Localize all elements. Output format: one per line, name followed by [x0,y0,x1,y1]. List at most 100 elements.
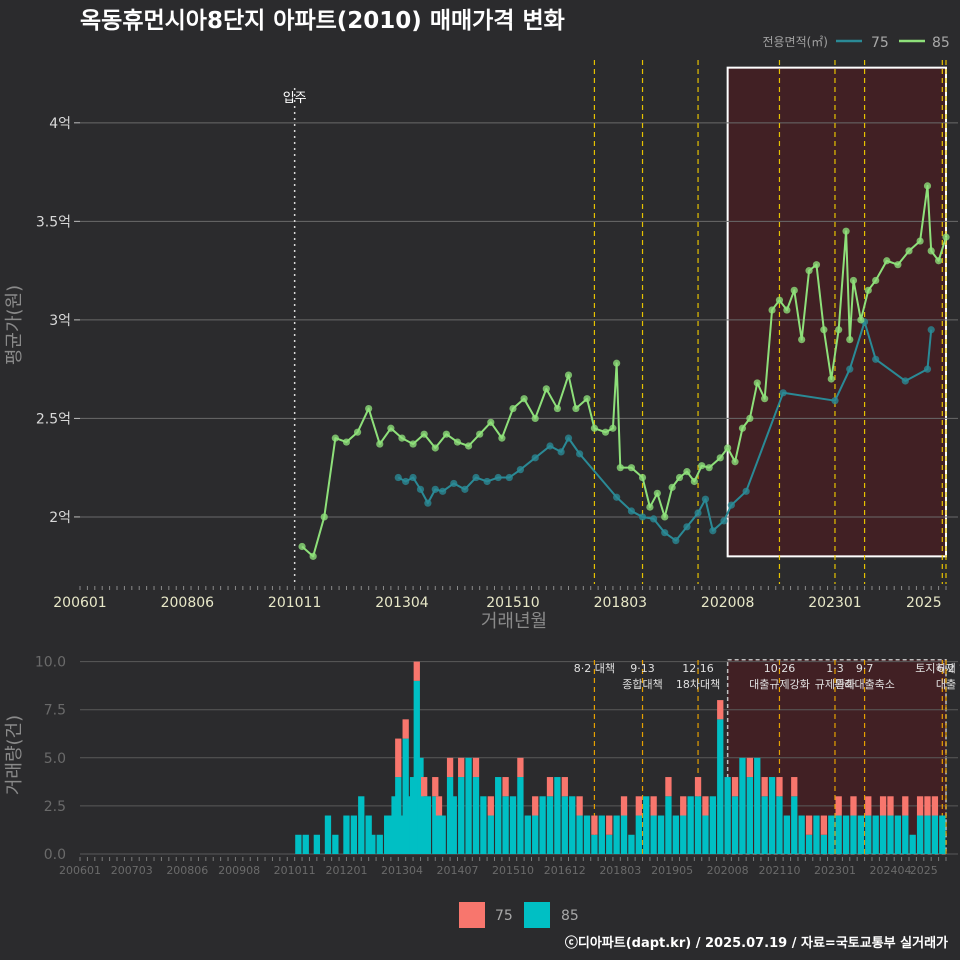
volume-bar-75 [761,777,768,797]
price-point-75 [927,326,935,334]
volume-x-tick-label-3: 200908 [218,864,260,877]
policy-annotation-3-1: 대출규제강화 [749,678,810,691]
volume-x-tick-label-2: 200806 [166,864,208,877]
price-point-85 [675,473,684,482]
volume-x-tick-label-11: 201905 [651,864,693,877]
price-point-75 [672,536,680,545]
price-point-85 [724,444,732,452]
volume-bar-85 [524,815,531,854]
volume-bar-75 [395,738,402,778]
price-point-85 [564,371,573,379]
volume-bar-85 [805,834,813,854]
price-point-85 [705,464,713,472]
price-highlight-region [726,66,948,558]
volume-bar-85 [480,796,487,854]
volume-bar-85 [417,757,424,854]
volume-y-tick-label-0: 0.0 [44,847,66,863]
volume-bar-85 [694,796,702,854]
volume-bar-75 [850,796,857,816]
volume-bar-85 [783,815,791,854]
price-point-85 [761,395,769,403]
volume-bar-85 [672,815,679,854]
volume-x-tick-label-10: 201803 [599,864,641,877]
volume-bar-85 [798,815,805,854]
price-point-85 [387,424,395,432]
price-point-75 [416,485,425,493]
price-y-tick-label-1: 2.5억 [36,411,71,427]
price-point-85 [934,257,943,265]
price-x-tick-label-8: 2025 [906,595,942,611]
price-point-75 [613,493,621,501]
volume-bar-75 [606,815,613,835]
price-point-85 [746,414,754,423]
volume-bar-75 [865,796,872,816]
volume-y-axis-label: 거래량(건) [4,715,25,795]
price-point-75 [901,377,909,385]
volume-bar-85 [313,834,321,854]
volume-bar-75 [472,757,480,778]
volume-bar-85 [746,777,754,854]
bottom-legend: 75 85 [459,902,579,928]
price-point-85 [409,440,417,448]
policy-annotation-3-0: 10·26 [764,662,796,675]
price-point-75 [638,513,647,521]
price-x-tick-label-5: 201803 [594,595,647,611]
volume-bar-75 [879,796,887,816]
volume-bar-85 [487,815,494,854]
volume-bar-85 [865,815,872,854]
volume-bar-85 [391,796,398,854]
volume-bar-75 [502,777,509,797]
volume-bar-85 [702,815,709,854]
price-point-85 [668,483,676,491]
volume-bar-85 [502,796,509,854]
price-point-85 [542,385,550,393]
volume-bar-75 [731,777,739,797]
price-point-85 [376,440,384,448]
volume-x-tick-label-15: 202404 [869,864,911,877]
volume-bar-75 [887,796,894,816]
volume-bar-85 [302,834,309,854]
price-point-85 [613,359,621,367]
price-point-85 [464,442,473,450]
volume-bar-75 [576,796,583,816]
volume-bar-75 [902,796,909,816]
volume-bar-85 [413,680,420,854]
price-point-85 [683,468,691,476]
price-y-tick-label-2: 3억 [49,313,71,329]
price-x-tick-label-3: 201304 [375,595,429,611]
volume-x-tick-label-13: 202110 [758,864,800,877]
volume-bar-85 [332,834,339,854]
price-point-75 [546,442,554,450]
price-point-85 [661,513,669,521]
price-point-75 [516,466,525,474]
volume-bar-75 [487,796,494,816]
price-point-85 [846,335,854,344]
top-legend: 전용면적(㎡) 75 85 [762,35,949,51]
price-point-85 [653,489,661,497]
price-point-85 [716,454,724,462]
volume-bar-85 [387,815,395,854]
volume-bar-75 [432,777,439,797]
volume-x-tick-label-16: 2025 [910,864,938,877]
volume-bar-85 [687,796,694,854]
volume-x-tick-label-12: 202008 [707,864,749,877]
price-x-tick-label-4: 201510 [486,595,539,611]
price-point-75 [742,487,750,495]
volume-bar-75 [680,796,687,816]
price-point-75 [701,495,710,503]
price-point-85 [572,404,580,413]
volume-bar-85 [295,834,302,854]
volume-bar-85 [509,796,517,854]
price-point-85 [453,438,462,446]
volume-bar-85 [369,834,376,854]
volume-bar-85 [635,815,642,854]
policy-annotation-1-1: 종합대책 [622,678,662,691]
price-point-85 [864,286,872,294]
price-point-75 [394,473,402,482]
policy-annotation-7-1: 대출 [936,678,956,691]
price-plot: 2억 2.5억 3억 3.5억 4억 200601 200806 201011 201304 20… [36,60,958,611]
price-point-85 [309,552,317,560]
price-x-tick-label-1: 200806 [161,595,215,611]
price-y-axis-label: 평균가(원) [4,285,25,365]
volume-bar-85 [850,815,857,854]
